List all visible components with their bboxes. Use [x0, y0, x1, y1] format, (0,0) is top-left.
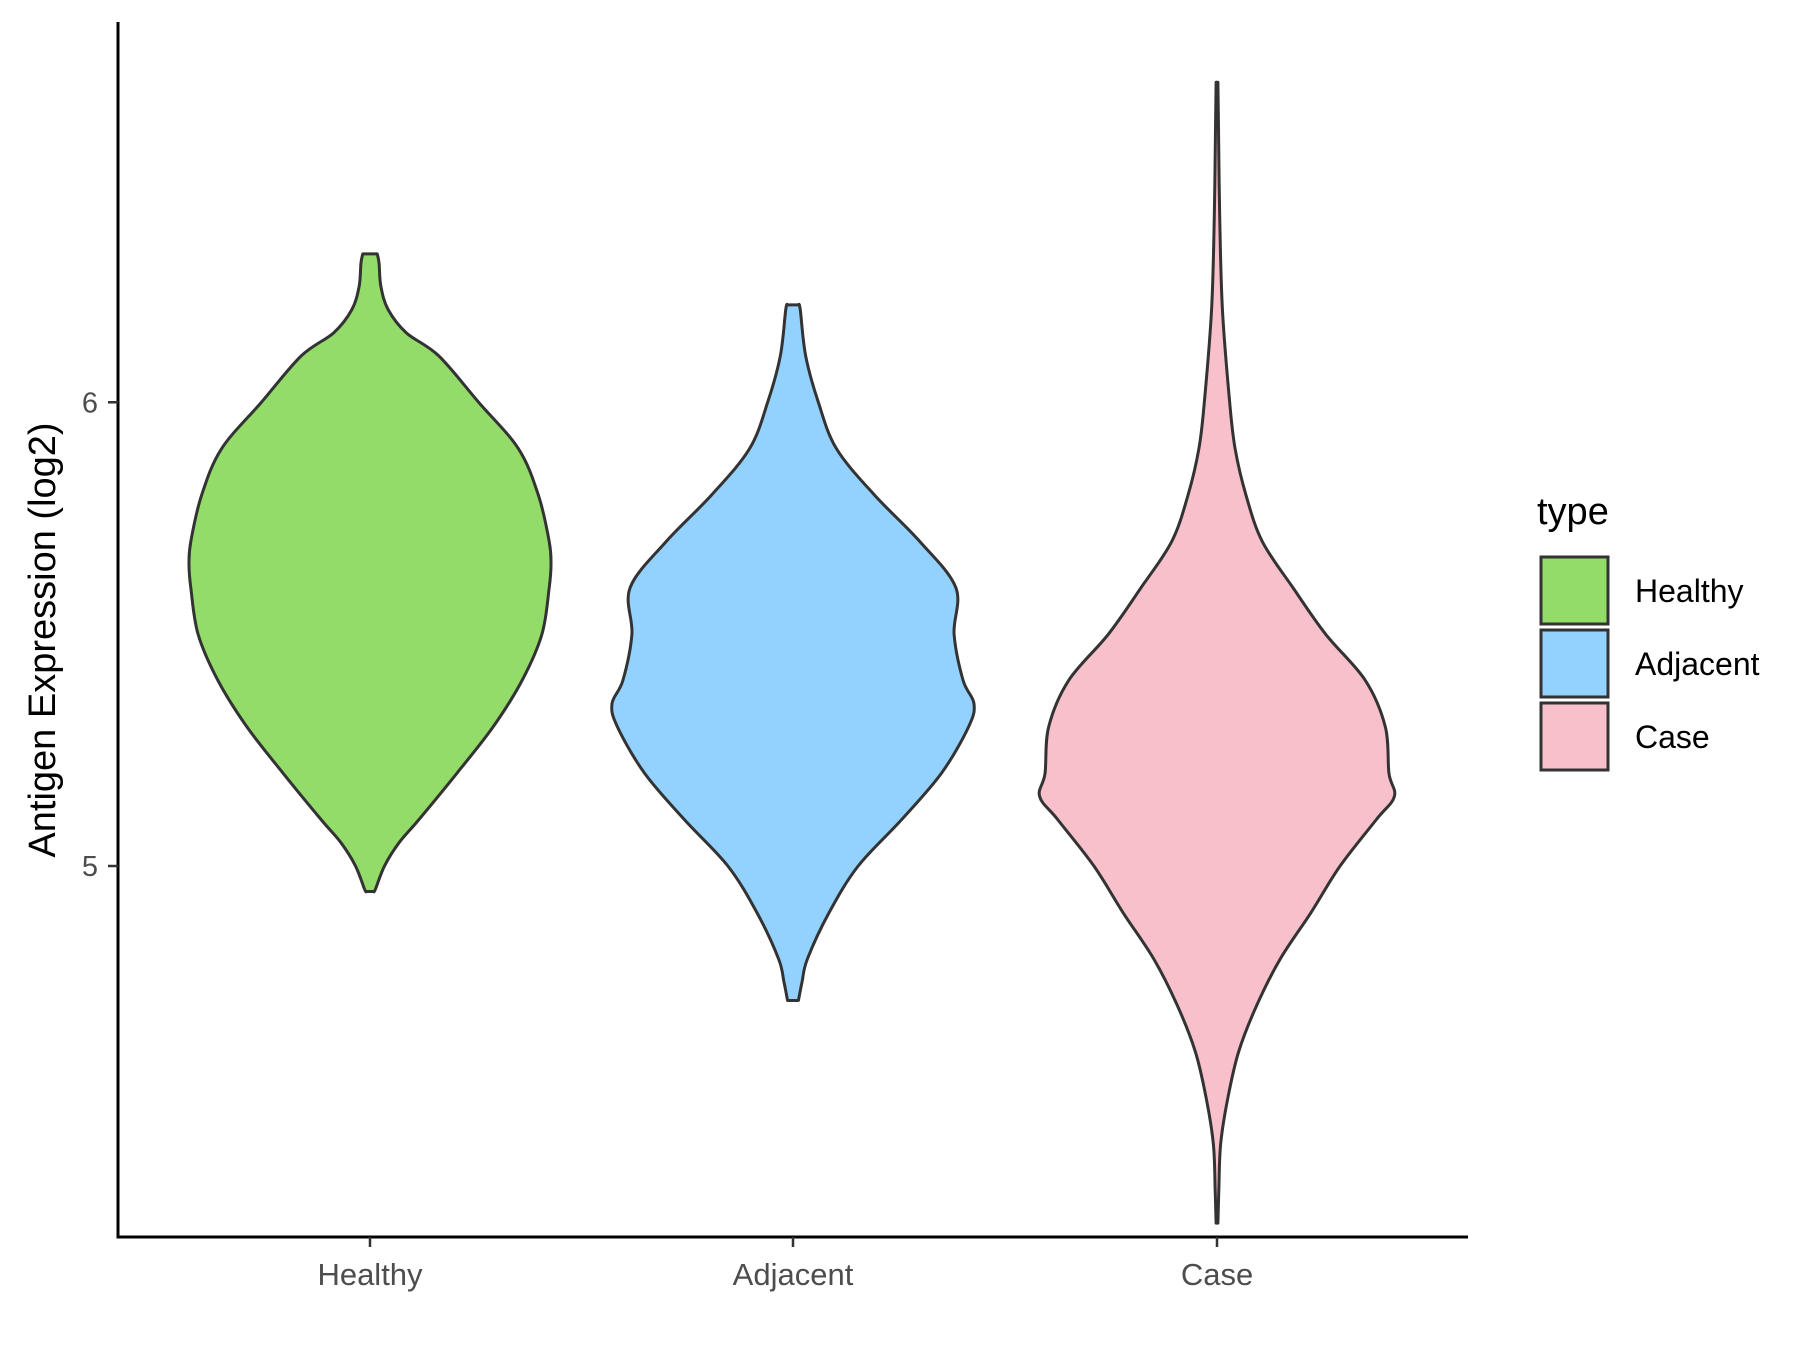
- legend-key-healthy: [1539, 555, 1610, 626]
- x-tick-label: Case: [1181, 1257, 1253, 1292]
- legend-label-adjacent: Adjacent: [1635, 646, 1760, 682]
- y-ticks-group: 56: [82, 387, 118, 883]
- x-tick-label: Healthy: [317, 1257, 423, 1292]
- x-ticks-group: Healthy Adjacent Case: [317, 1237, 1253, 1292]
- legend-key-adjacent: [1539, 628, 1610, 699]
- x-tick-label: Adjacent: [733, 1257, 854, 1292]
- violin-healthy: [187, 252, 553, 894]
- legend-title: type: [1537, 491, 1609, 533]
- y-tick-label: 5: [82, 851, 98, 883]
- violin-case: [1037, 80, 1397, 1225]
- legend-label-case: Case: [1635, 719, 1710, 755]
- violin-adjacent: [610, 302, 976, 1002]
- violins-group: [187, 80, 1397, 1225]
- legend: type Healthy Adjacent Case: [1537, 491, 1760, 772]
- legend-key-case: [1539, 701, 1610, 772]
- y-tick-label: 6: [82, 387, 98, 419]
- y-axis-title: Antigen Expression (log2): [22, 422, 64, 857]
- legend-label-healthy: Healthy: [1635, 573, 1744, 609]
